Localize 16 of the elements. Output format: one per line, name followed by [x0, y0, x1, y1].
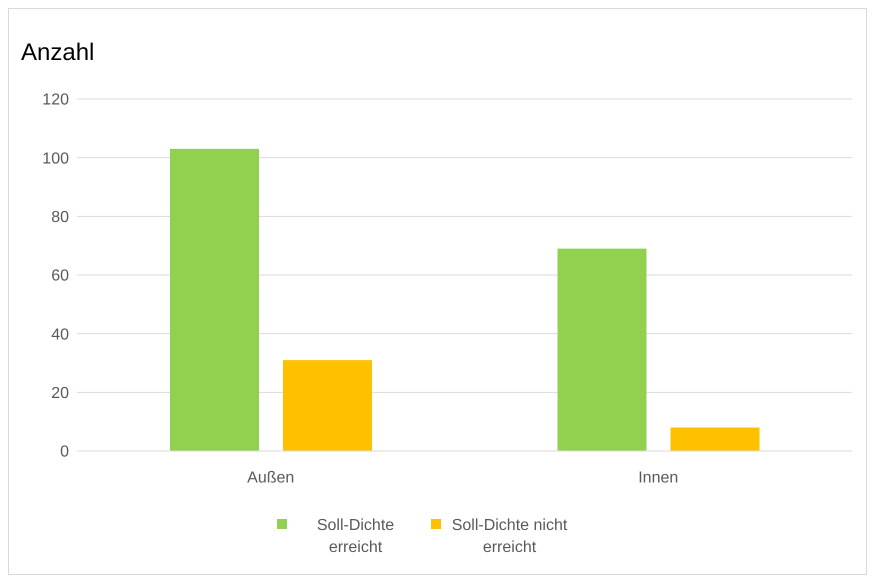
bar: [558, 248, 646, 451]
y-tick-label: 0: [60, 444, 70, 461]
y-tick-label: 60: [51, 268, 70, 285]
x-tick-label: Außen: [247, 469, 294, 486]
y-tick-label: 80: [51, 209, 70, 226]
x-tick-label: Innen: [638, 469, 678, 486]
y-tick-label: 120: [42, 92, 70, 109]
legend-label: Soll-Dichte erreicht: [316, 516, 396, 558]
y-axis-title: Anzahl: [21, 39, 94, 67]
y-tick-label: 40: [51, 326, 70, 344]
bar: [670, 428, 760, 451]
bar: [283, 360, 372, 451]
y-tick-label: 100: [42, 150, 70, 168]
bar: [170, 148, 259, 451]
legend-label: Soll-Dichte nicht erreicht: [450, 516, 568, 558]
y-tick-label: 20: [51, 385, 70, 402]
